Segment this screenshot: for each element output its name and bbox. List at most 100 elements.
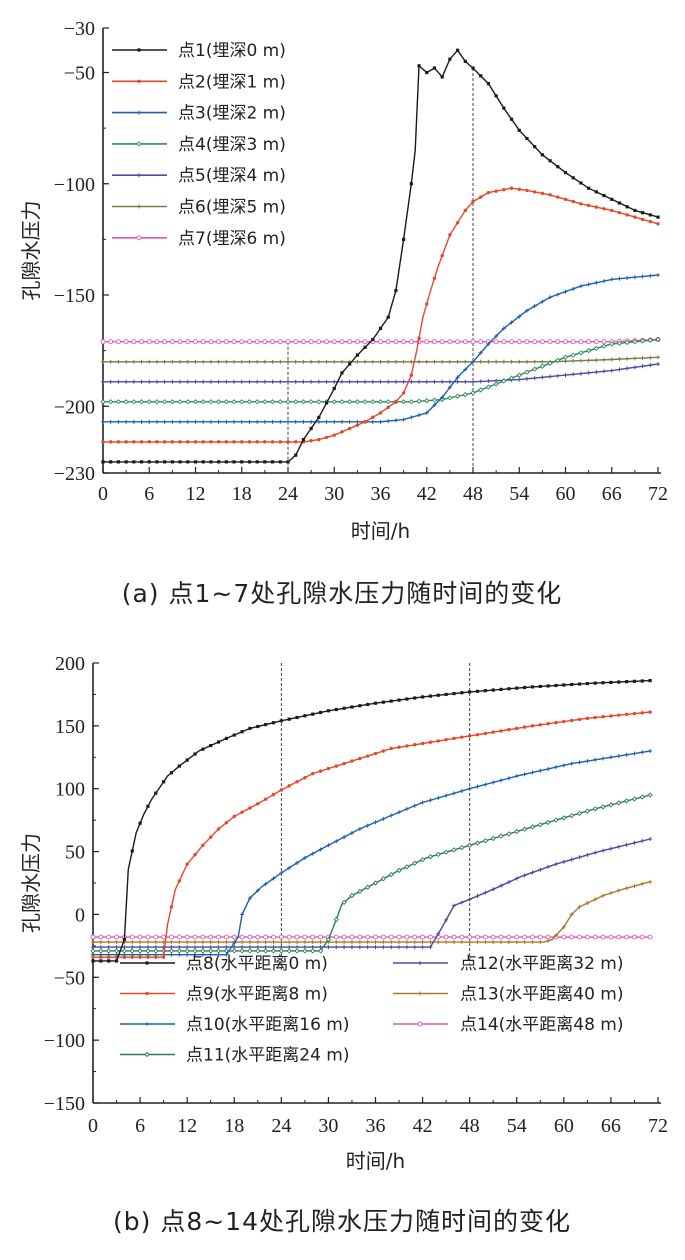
- data-marker: [217, 460, 221, 464]
- data-marker: [545, 819, 551, 826]
- data-marker: [347, 426, 352, 431]
- data-marker: [578, 284, 583, 289]
- data-marker: [530, 770, 535, 775]
- data-marker: [130, 940, 135, 945]
- data-marker: [444, 692, 448, 697]
- data-marker: [553, 765, 558, 770]
- data-marker: [440, 253, 444, 258]
- data-marker: [420, 695, 425, 699]
- data-marker: [389, 699, 393, 703]
- data-marker: [318, 710, 323, 715]
- data-marker: [279, 788, 284, 792]
- y-tick-label: 150: [55, 716, 85, 738]
- data-marker: [263, 934, 269, 940]
- figure-caption: (b) 点8~14处孔隙水压力随时间的变化: [113, 1207, 571, 1236]
- data-marker: [386, 379, 391, 384]
- data-marker: [483, 782, 488, 787]
- data-marker: [357, 940, 362, 945]
- data-marker: [656, 272, 660, 277]
- data-marker: [334, 940, 339, 945]
- data-marker: [404, 864, 410, 870]
- data-marker: [499, 883, 504, 888]
- data-marker: [424, 359, 429, 364]
- data-marker: [185, 399, 191, 405]
- series-1-line: [101, 186, 660, 444]
- data-marker: [224, 952, 229, 957]
- data-marker: [394, 400, 398, 404]
- data-marker: [555, 292, 560, 297]
- data-marker: [339, 399, 345, 405]
- data-marker: [100, 339, 106, 345]
- y-axis-label: 孔隙水压力: [19, 201, 43, 301]
- data-marker: [401, 339, 407, 345]
- data-marker: [470, 390, 476, 396]
- legend-label: 点5(埋深4 m): [178, 166, 286, 186]
- data-marker: [608, 846, 613, 851]
- data-marker: [277, 339, 283, 345]
- series-4-line: [101, 361, 660, 384]
- data-marker: [530, 685, 535, 689]
- data-marker: [547, 360, 553, 366]
- data-marker: [625, 205, 629, 209]
- data-marker: [365, 823, 370, 828]
- data-marker: [586, 282, 591, 287]
- data-marker: [546, 766, 551, 771]
- data-marker: [278, 934, 284, 940]
- data-marker: [231, 934, 237, 940]
- data-marker: [232, 440, 236, 444]
- data-marker: [524, 376, 529, 381]
- data-marker: [342, 761, 346, 766]
- data-marker: [271, 792, 276, 797]
- data-marker: [436, 693, 440, 697]
- data-marker: [554, 720, 558, 725]
- data-marker: [474, 840, 481, 846]
- data-marker: [339, 379, 344, 384]
- data-marker: [521, 826, 528, 832]
- data-marker: [522, 940, 527, 945]
- data-marker: [121, 948, 128, 954]
- data-marker: [200, 399, 206, 405]
- data-marker: [647, 337, 653, 343]
- data-marker: [486, 341, 491, 346]
- data-marker: [131, 359, 136, 364]
- data-marker: [216, 440, 221, 444]
- data-marker: [349, 934, 355, 940]
- data-marker: [452, 691, 456, 696]
- data-marker: [331, 339, 337, 345]
- data-marker: [576, 810, 583, 816]
- data-marker: [408, 339, 414, 345]
- data-marker: [417, 64, 421, 68]
- data-marker: [138, 399, 145, 405]
- data-marker: [444, 917, 449, 922]
- data-marker: [463, 59, 467, 63]
- data-marker: [373, 751, 378, 756]
- data-marker: [578, 371, 583, 376]
- x-tick-label: 0: [88, 1115, 98, 1137]
- data-marker: [309, 379, 314, 384]
- legend-item: 点14(水平距离48 m): [393, 1015, 624, 1035]
- data-marker: [424, 410, 429, 415]
- data-marker: [639, 338, 646, 344]
- data-marker: [154, 339, 160, 345]
- data-marker: [101, 440, 105, 444]
- data-marker: [517, 377, 522, 382]
- data-marker: [192, 399, 199, 405]
- data-marker: [593, 897, 598, 902]
- data-marker: [548, 159, 552, 163]
- data-marker: [485, 384, 492, 390]
- data-marker: [209, 440, 213, 444]
- data-marker: [499, 778, 504, 783]
- x-tick-label: 54: [509, 483, 529, 505]
- data-marker: [240, 940, 245, 945]
- data-marker: [540, 375, 545, 380]
- data-marker: [516, 372, 522, 378]
- data-marker: [447, 385, 452, 390]
- data-marker: [413, 696, 417, 700]
- data-marker: [147, 460, 151, 464]
- data-marker: [373, 945, 378, 950]
- data-marker: [247, 940, 252, 945]
- data-marker: [232, 359, 237, 364]
- data-marker: [154, 359, 159, 364]
- data-marker: [475, 893, 480, 898]
- data-marker: [326, 843, 331, 848]
